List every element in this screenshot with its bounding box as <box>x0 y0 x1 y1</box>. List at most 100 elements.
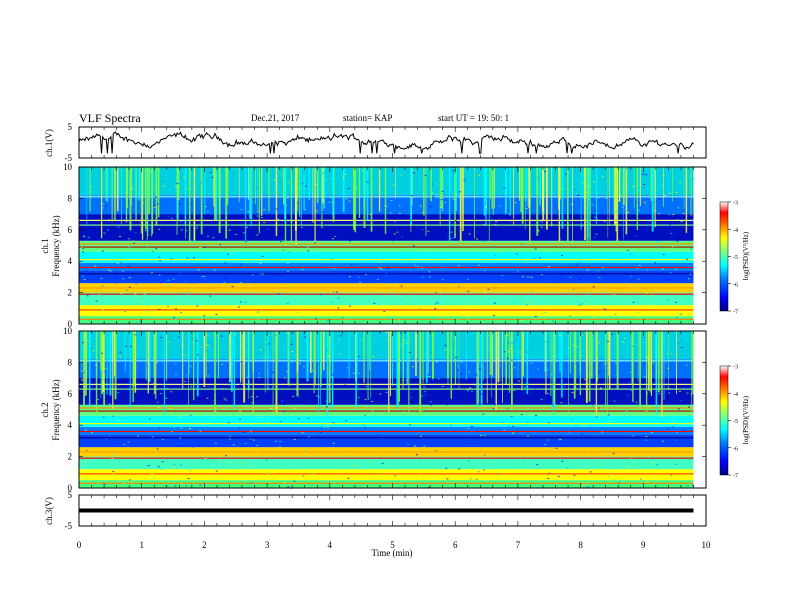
spectrum-band <box>79 270 694 284</box>
spectrum-noise <box>158 427 161 429</box>
spectrum-noise <box>603 221 606 223</box>
spectrum-noise <box>185 280 188 282</box>
spectrum-noise <box>457 318 460 320</box>
spectrum-noise <box>679 313 682 315</box>
spectrum-noise <box>546 439 549 441</box>
spectrum-impulse <box>691 331 692 415</box>
spectrum-noise <box>371 410 374 412</box>
spectrum-noise <box>622 341 625 343</box>
spectrum-impulse <box>536 167 539 236</box>
spectrum-noise <box>374 317 377 319</box>
colorbar-tick-label: -6 <box>733 446 738 452</box>
spectrum-noise <box>476 238 478 240</box>
spectrum-noise <box>454 194 457 196</box>
spectrum-noise <box>323 426 326 428</box>
spectrum-noise <box>503 351 506 353</box>
spectrum-impulse <box>248 331 250 399</box>
spectrum-noise <box>670 353 673 355</box>
spectrum-noise <box>94 265 97 267</box>
spectrum-noise <box>512 168 515 170</box>
spectrum-noise <box>295 356 298 358</box>
spectrum-noise <box>219 243 222 245</box>
spectrum-noise <box>627 211 629 213</box>
spectrum-noise <box>440 199 443 201</box>
spectrum-noise <box>598 277 601 278</box>
spectrum-noise <box>507 425 510 427</box>
spectrum-noise <box>393 233 396 235</box>
spectrum-band <box>79 434 694 448</box>
spectrum-impulse <box>95 331 98 414</box>
spectrum-noise <box>114 174 117 176</box>
spectrum-noise <box>652 302 655 304</box>
time-tick-label: 5 <box>390 540 395 550</box>
spectrum-noise <box>454 220 457 222</box>
spectrum-noise <box>662 341 665 342</box>
spectrum-noise <box>507 213 510 215</box>
spectrum-noise <box>452 170 455 172</box>
spectrum-noise <box>544 311 546 313</box>
spectrum-noise <box>171 217 174 219</box>
spectrum-noise <box>174 485 177 487</box>
spectrum-noise <box>497 473 500 475</box>
spectrum-impulse <box>176 167 178 235</box>
spectrum-noise <box>210 220 213 222</box>
spectrum-noise <box>434 450 437 451</box>
spectrum-impulse <box>218 331 219 379</box>
spectrum-noise <box>274 440 277 442</box>
spectrum-impulse <box>502 331 503 403</box>
spectrum-noise <box>376 279 379 281</box>
ch2-spectrogram-image <box>79 331 696 489</box>
spectrum-noise <box>271 478 274 480</box>
spectrum-noise <box>203 276 206 278</box>
spectrum-noise <box>591 291 594 293</box>
spectrum-noise <box>548 472 551 474</box>
spectrum-noise <box>676 167 679 169</box>
spectrum-impulse <box>560 167 562 200</box>
spectrum-noise <box>371 292 374 294</box>
spectrum-noise <box>366 303 369 305</box>
spectrum-noise <box>81 275 84 277</box>
spectrum-noise <box>427 254 430 256</box>
spectrum-impulse <box>250 167 252 227</box>
spectrum-noise <box>494 223 497 225</box>
spectrum-noise <box>196 354 199 356</box>
spectrum-noise <box>181 483 183 485</box>
spectrum-noise <box>645 174 648 176</box>
spectrum-noise <box>616 180 619 182</box>
spectrum-noise <box>609 481 612 483</box>
spectrum-noise <box>526 302 529 304</box>
spectrum-impulse <box>367 331 369 400</box>
spectrum-noise <box>89 317 91 319</box>
spectrum-impulse <box>561 167 564 229</box>
spectrum-noise <box>457 365 460 367</box>
spectrum-impulse <box>354 167 357 233</box>
spectrum-noise <box>94 302 97 304</box>
spectrum-noise <box>280 288 283 290</box>
spectrum-noise <box>174 362 177 364</box>
spectrum-impulse <box>517 331 519 378</box>
spectrum-noise <box>399 175 402 176</box>
spectrum-noise <box>364 361 367 363</box>
spectrum-noise <box>379 393 382 395</box>
spectrum-noise <box>214 442 217 444</box>
spectrum-noise <box>505 417 507 419</box>
spectrum-impulse <box>474 167 475 239</box>
spectrum-noise <box>446 267 449 269</box>
spectrum-impulse <box>146 167 148 240</box>
spectrum-noise <box>148 418 151 420</box>
spectrum-noise <box>87 340 90 342</box>
spectrum-noise <box>512 425 514 427</box>
spectrum-noise <box>107 229 109 231</box>
spectrum-noise <box>623 282 626 284</box>
spectrum-noise <box>159 337 162 339</box>
spectrum-noise <box>83 368 86 370</box>
spectrum-noise <box>601 431 604 433</box>
spectrum-noise <box>580 433 583 435</box>
spectrum-impulse <box>439 167 441 226</box>
spectrum-impulse <box>225 167 228 239</box>
spectrum-noise <box>635 241 638 243</box>
spectrum-noise <box>292 396 295 397</box>
spectrum-noise <box>206 335 209 337</box>
spectrum-noise <box>142 192 145 194</box>
spectrum-noise <box>651 462 654 464</box>
